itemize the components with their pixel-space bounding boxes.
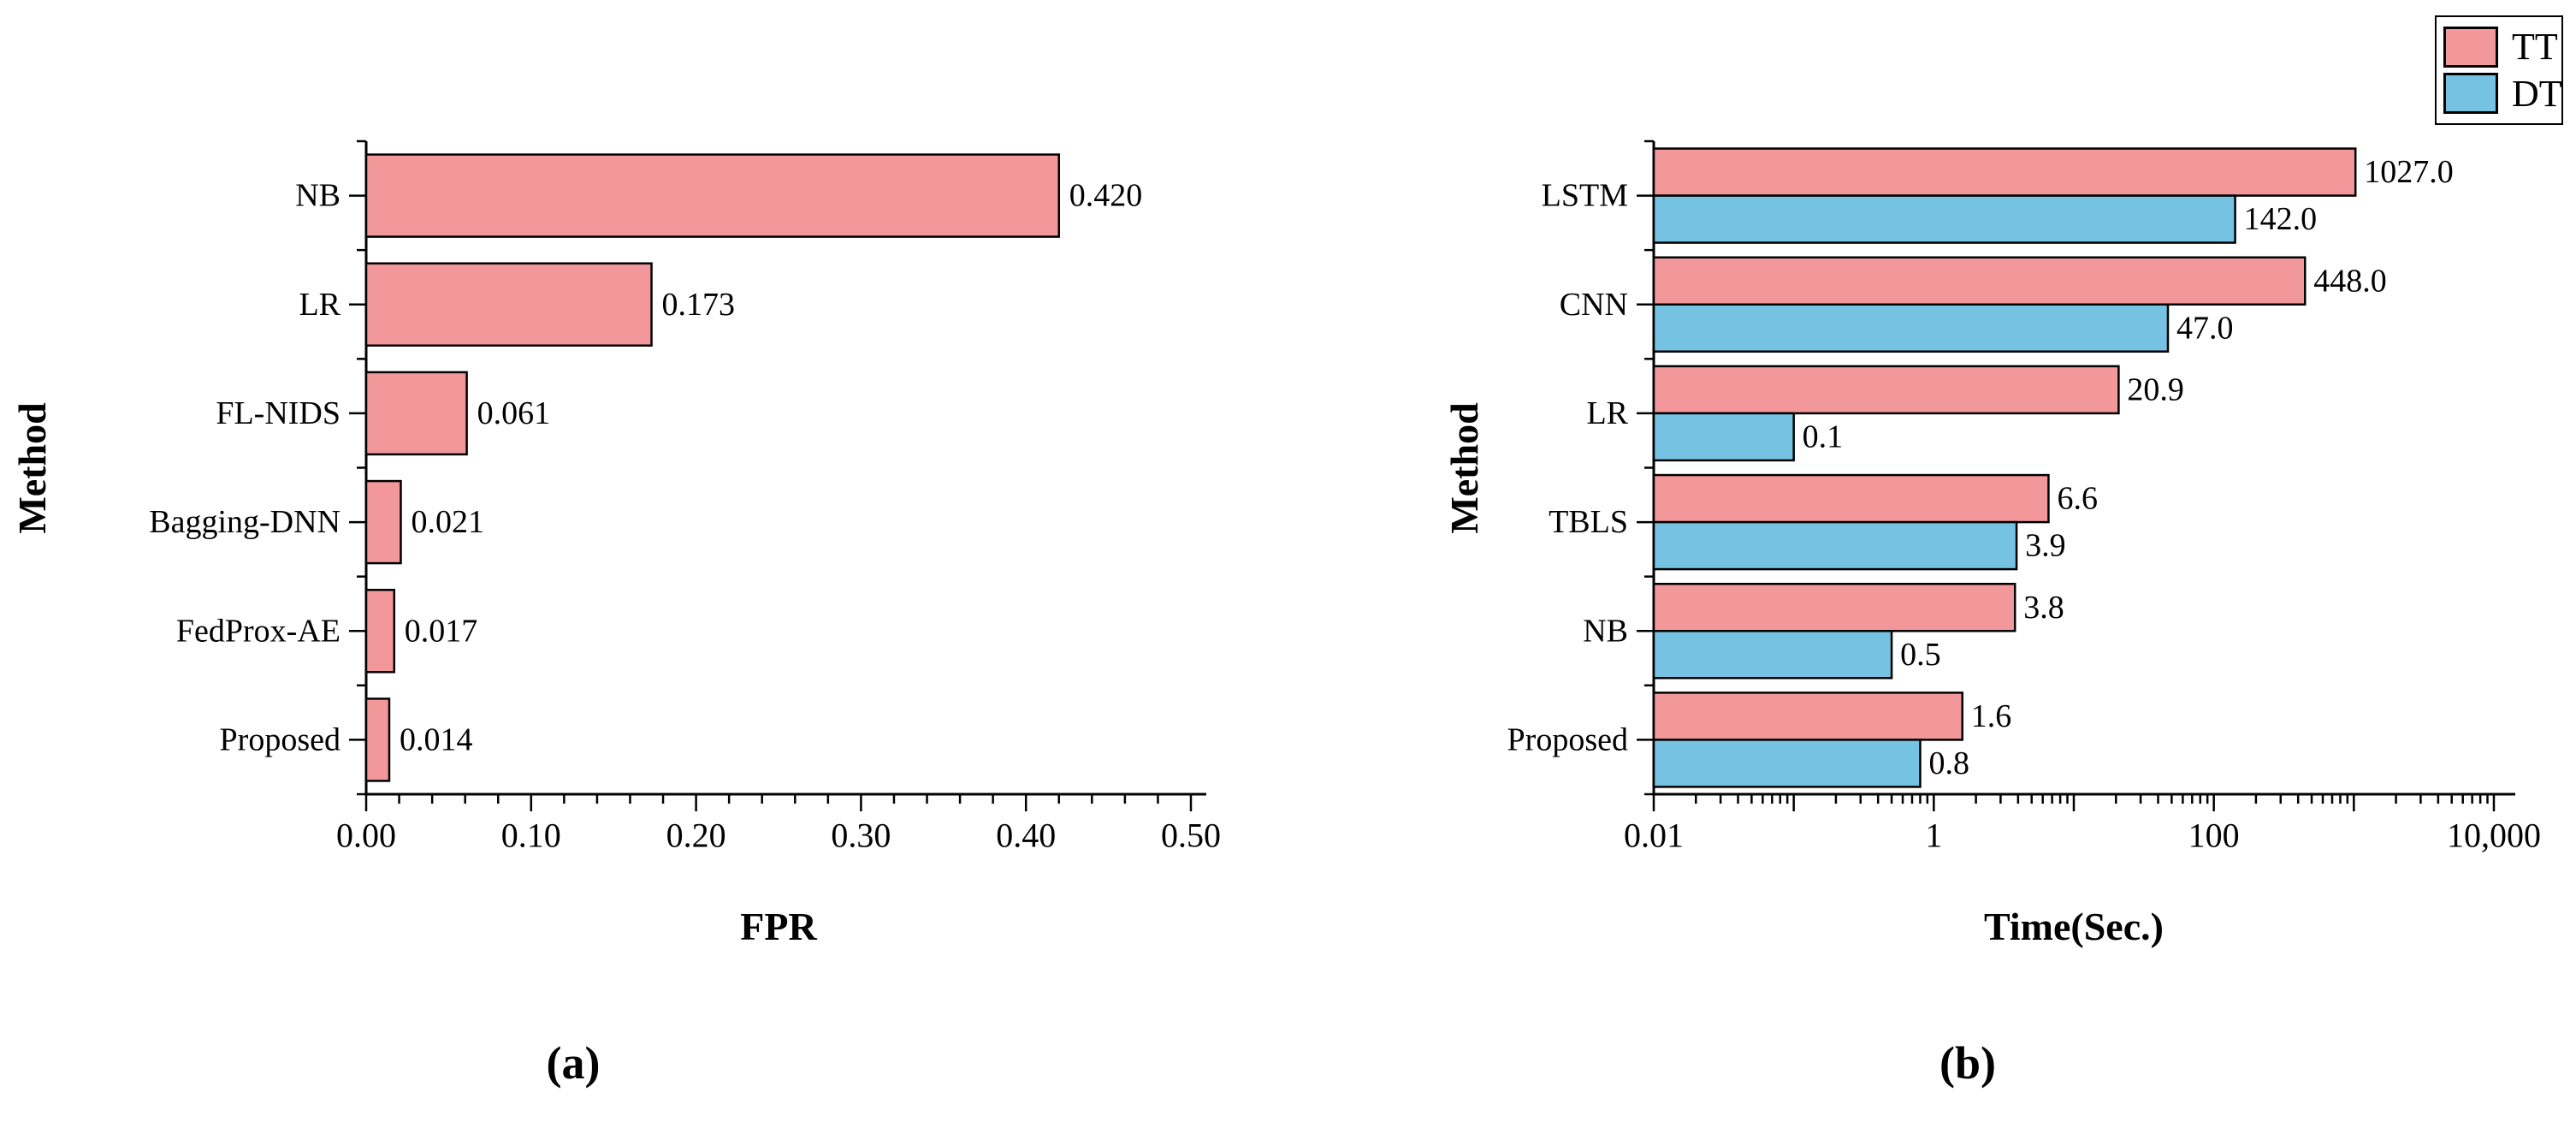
value-label-FedProx-AE: 0.017 [405, 613, 478, 649]
value-label-CNN-DT: 47.0 [2176, 310, 2234, 346]
chart-a-caption: (a) [546, 1037, 601, 1089]
x-tick-label: 0.20 [666, 816, 726, 855]
chart-b-caption: (b) [1939, 1037, 1996, 1089]
category-label-Proposed: Proposed [1507, 721, 1628, 757]
x-tick-label: 0.30 [831, 816, 891, 855]
bar-Proposed [364, 698, 391, 782]
chart-b-x-axis-title: Time(Sec.) [1984, 905, 2164, 948]
bar-NB [364, 153, 1061, 238]
category-label-Bagging-DNN: Bagging-DNN [149, 504, 341, 540]
bar-CNN-DT [1652, 303, 2170, 353]
value-label-CNN-TT: 448.0 [2313, 263, 2387, 299]
x-tick-label: 0.10 [501, 816, 561, 855]
category-label-Proposed: Proposed [220, 721, 341, 757]
bar-FL-NIDS [364, 371, 468, 456]
legend-label-tt: TT [2512, 26, 2558, 68]
category-label-TBLS: TBLS [1549, 504, 1628, 540]
value-label-NB: 0.420 [1069, 178, 1143, 214]
bar-TBLS-TT [1652, 473, 2050, 524]
legend-swatch-dt [2443, 73, 2498, 115]
bar-Bagging-DNN [364, 479, 402, 565]
bar-TBLS-DT [1652, 520, 2018, 571]
x-tick-label: 0.50 [1161, 816, 1221, 855]
legend-label-dt: DT [2512, 72, 2562, 115]
legend-entry-dt: DT [2443, 72, 2562, 116]
bar-Proposed-TT [1652, 692, 1963, 741]
category-label-FedProx-AE: FedProx-AE [176, 613, 341, 649]
bar-CNN-TT [1652, 256, 2307, 306]
value-label-Bagging-DNN: 0.021 [411, 504, 484, 540]
value-label-Proposed-TT: 1.6 [1971, 698, 2012, 734]
x-tick-label: 1 [1925, 816, 1942, 855]
bar-LSTM-DT [1652, 194, 2236, 244]
value-label-LSTM-TT: 1027.0 [2364, 154, 2454, 190]
chart-a-y-axis-title: Method [10, 402, 54, 534]
value-label-FL-NIDS: 0.061 [477, 395, 551, 431]
bar-LSTM-TT [1652, 147, 2357, 197]
value-label-NB-DT: 0.5 [1900, 637, 1941, 673]
value-label-LR: 0.173 [662, 287, 736, 323]
x-tick-label: 10,000 [2447, 816, 2541, 855]
x-tick-label: 0.00 [336, 816, 396, 855]
value-label-LSTM-DT: 142.0 [2244, 201, 2318, 237]
bar-FedProx-AE [364, 589, 396, 674]
bar-NB-TT [1652, 583, 2016, 632]
legend-swatch-tt [2443, 26, 2498, 68]
category-label-NB: NB [1583, 613, 1628, 649]
x-tick-label: 0.40 [996, 816, 1056, 855]
bar-NB-DT [1652, 630, 1893, 680]
bar-LR [364, 262, 653, 347]
x-tick-label: 100 [2188, 816, 2240, 855]
bar-Proposed-DT [1652, 739, 1922, 788]
value-label-Proposed-DT: 0.8 [1928, 745, 1969, 781]
category-label-LSTM: LSTM [1542, 178, 1628, 214]
category-label-LR: LR [1586, 395, 1628, 431]
category-label-FL-NIDS: FL-NIDS [216, 395, 341, 431]
x-tick-label: 0.01 [1624, 816, 1684, 855]
bar-LR-TT [1652, 365, 2120, 415]
category-label-NB: NB [295, 178, 341, 214]
value-label-TBLS-TT: 6.6 [2057, 481, 2098, 517]
value-label-NB-TT: 3.8 [2023, 590, 2064, 626]
value-label-LR-TT: 20.9 [2127, 371, 2184, 407]
bar-LR-DT [1652, 412, 1795, 462]
legend: TT DT [2435, 15, 2563, 125]
value-label-TBLS-DT: 3.9 [2025, 528, 2066, 564]
category-label-CNN: CNN [1560, 287, 1628, 323]
legend-entry-tt: TT [2443, 25, 2558, 68]
chart-a-x-axis-title: FPR [740, 905, 817, 948]
chart-b-y-axis-title: Method [1442, 402, 1486, 534]
value-label-LR-DT: 0.1 [1803, 419, 1844, 454]
value-label-Proposed: 0.014 [400, 721, 473, 757]
category-label-LR: LR [299, 287, 341, 323]
